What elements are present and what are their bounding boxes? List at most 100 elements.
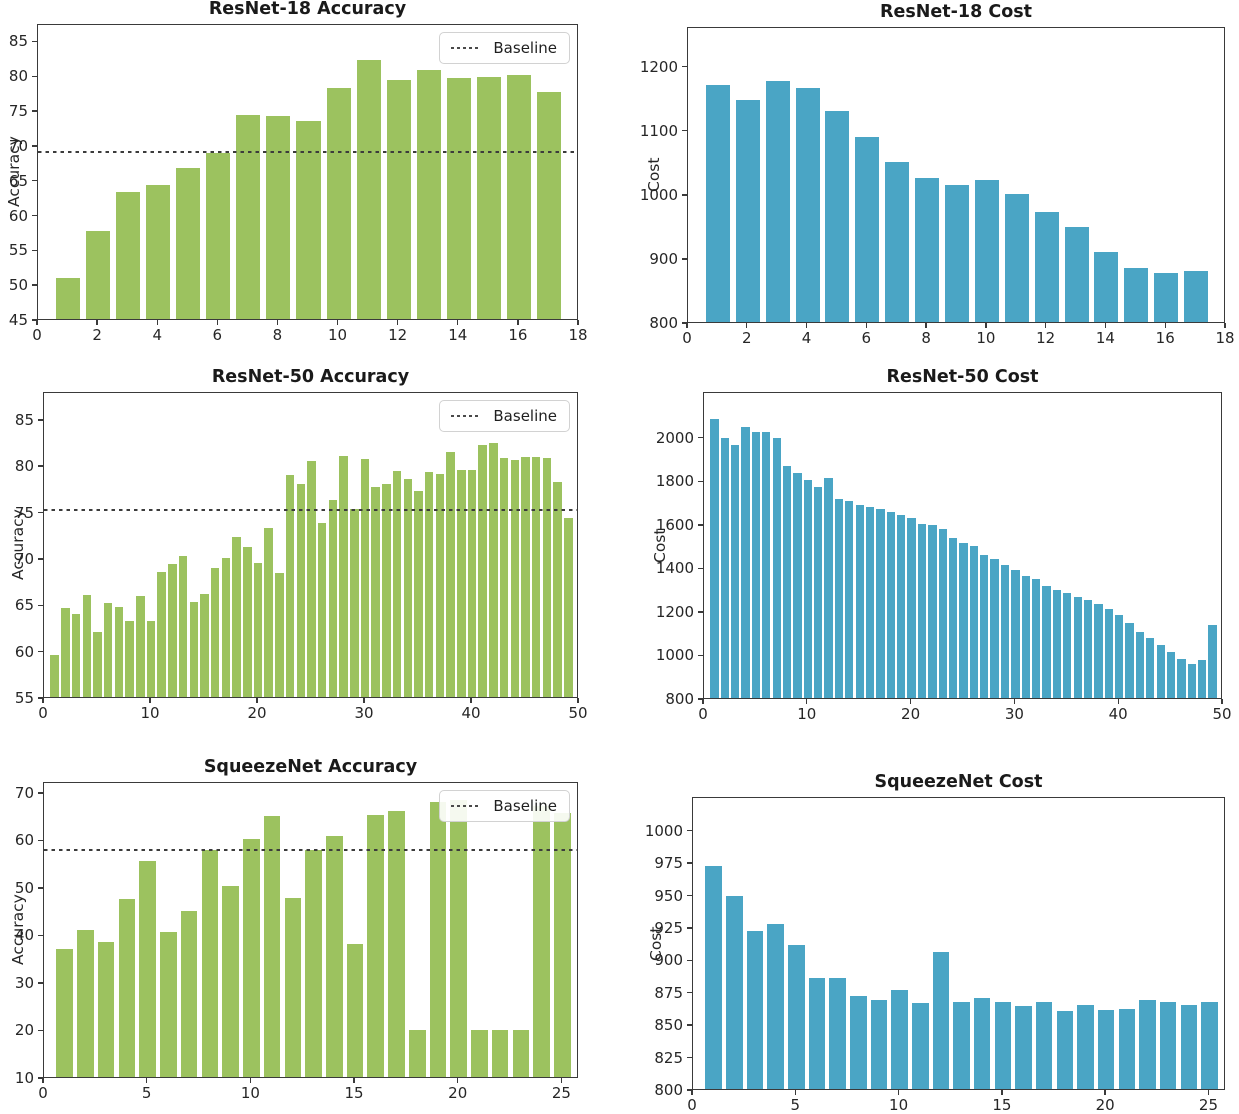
x-tick-label: 15 (992, 1096, 1012, 1114)
x-tick-label: 30 (1004, 705, 1024, 723)
chart-title: SqueezeNet Cost (874, 772, 1043, 792)
y-tick-label: 1000 (639, 185, 678, 204)
y-tick-mark (687, 959, 692, 962)
bar (326, 88, 351, 319)
y-tick-mark (32, 319, 37, 321)
x-tick-label: 10 (889, 1096, 909, 1114)
x-tick-label: 2 (92, 326, 102, 344)
x-tick-mark (470, 698, 472, 703)
bar (435, 473, 445, 697)
x-tick-label: 10 (328, 326, 348, 344)
y-tick-label: 30 (14, 973, 34, 992)
x-tick-label: 20 (247, 704, 267, 722)
y-tick-label: 70 (8, 136, 28, 155)
x-tick-mark (149, 698, 151, 703)
bar (253, 563, 263, 697)
bar (371, 487, 380, 697)
y-tick-mark (32, 214, 37, 217)
bar (180, 910, 198, 1077)
bar (403, 479, 413, 697)
x-tick-label: 0 (687, 1096, 697, 1114)
y-tick-label: 1400 (655, 559, 694, 578)
bar (762, 431, 771, 698)
bar (1198, 659, 1207, 698)
x-tick-label: 16 (1155, 329, 1175, 347)
y-tick-mark (698, 524, 703, 526)
y-tick-mark (38, 1077, 43, 1079)
bar (834, 498, 844, 698)
bar (1004, 193, 1029, 322)
bar (855, 137, 880, 322)
y-tick-label: 40 (14, 926, 34, 945)
bar (795, 88, 820, 322)
bar (275, 572, 284, 697)
x-tick-label: 20 (448, 1084, 468, 1102)
bar (1104, 608, 1113, 698)
legend: Baseline (439, 32, 570, 64)
bar (339, 455, 348, 697)
bar (328, 500, 338, 697)
x-tick-mark (806, 699, 808, 704)
bar (176, 167, 201, 319)
x-tick-mark (702, 699, 704, 704)
x-tick-label: 50 (1212, 705, 1232, 723)
x-tick-mark (1044, 323, 1047, 328)
bar (911, 1003, 929, 1089)
bar (1139, 999, 1156, 1089)
bar (512, 1029, 530, 1077)
bar (424, 471, 434, 697)
bar (782, 465, 792, 698)
bar (1135, 632, 1145, 698)
bar (1073, 597, 1082, 698)
bar (1097, 1009, 1115, 1089)
bar (1208, 625, 1217, 698)
bar (266, 116, 291, 319)
y-tick-label: 85 (14, 410, 34, 429)
y-tick-mark (38, 465, 43, 467)
bar (1052, 590, 1062, 698)
y-tick-label: 75 (14, 503, 34, 522)
bar (990, 559, 999, 698)
bar (56, 948, 74, 1077)
bar (1154, 273, 1179, 322)
x-tick-mark (1104, 323, 1107, 328)
bar (1146, 638, 1155, 698)
x-tick-label: 0 (32, 326, 42, 344)
bar (1021, 575, 1030, 698)
bar (478, 444, 487, 697)
bar (210, 568, 220, 697)
bar (531, 456, 541, 697)
bar (521, 456, 530, 697)
bar (356, 59, 381, 319)
bar (765, 81, 790, 322)
x-tick-label: 0 (38, 704, 48, 722)
bar (1077, 1004, 1094, 1089)
subplot-squeezenet-cost: SqueezeNet Cost Cost 800 825 850 875 900 925 9… (620, 742, 1239, 1114)
bar (915, 177, 940, 322)
x-tick-label: 20 (1095, 1096, 1115, 1114)
x-tick-mark (256, 698, 258, 703)
chart-title: ResNet-50 Accuracy (211, 367, 410, 387)
y-tick-mark (38, 650, 43, 653)
bar (1166, 651, 1176, 698)
x-tick-mark (336, 320, 339, 325)
bar (416, 69, 441, 319)
bar (845, 500, 854, 698)
y-tick-mark (32, 75, 37, 77)
bar (457, 469, 466, 697)
bar (263, 815, 281, 1077)
y-tick-label: 45 (8, 311, 28, 329)
x-tick-label: 12 (388, 326, 408, 344)
plot-area (692, 797, 1225, 1090)
y-tick-mark (687, 862, 692, 864)
bar (243, 839, 260, 1077)
bar (1032, 578, 1041, 698)
y-tick-label: 70 (14, 783, 34, 802)
y-tick-label: 65 (14, 596, 34, 615)
bar (206, 153, 231, 319)
y-tick-label: 800 (654, 1081, 683, 1099)
x-tick-mark (42, 1078, 44, 1083)
bar (160, 932, 177, 1077)
y-tick-mark (687, 927, 692, 929)
bar (146, 185, 171, 319)
